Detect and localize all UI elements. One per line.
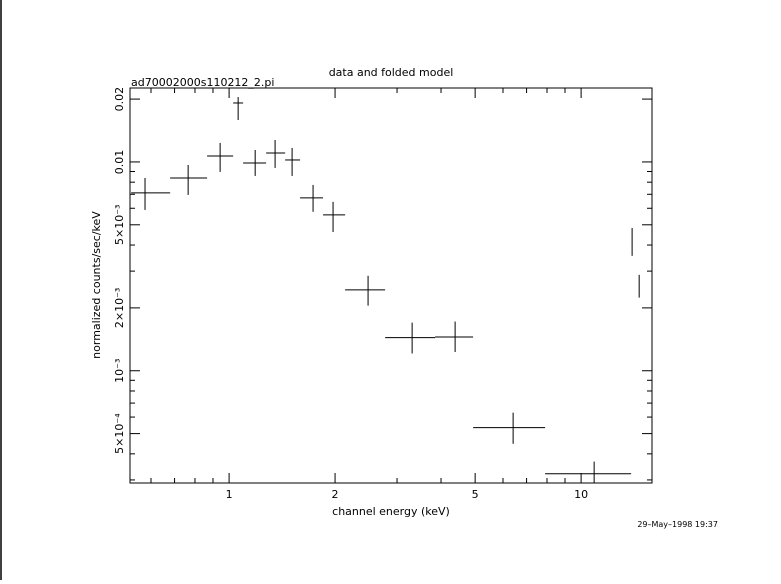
y-axis-label: normalized counts/sec/keV: [90, 211, 103, 359]
plot-frame: [129, 87, 653, 484]
chart-title: data and folded model: [329, 66, 454, 79]
y-tick-label: 5×10⁻³: [113, 205, 126, 245]
y-tick-label: 0.01: [113, 150, 126, 175]
y-tick-label: 0.02: [113, 87, 126, 112]
y-tick-label: 2×10⁻³: [113, 288, 126, 328]
chart-subtitle: ad70002000s110212_2.pi: [131, 76, 274, 89]
timestamp: 29–May–1998 19:37: [637, 520, 718, 529]
x-tick-label: 1: [226, 488, 233, 501]
x-tick-label: 10: [574, 488, 588, 501]
x-tick-label: 5: [472, 488, 479, 501]
y-tick-label: 5×10⁻⁴: [113, 413, 126, 454]
x-tick-label: 2: [332, 488, 339, 501]
x-axis-label: channel energy (keV): [332, 505, 450, 518]
y-tick-label: 10⁻³: [113, 359, 126, 383]
